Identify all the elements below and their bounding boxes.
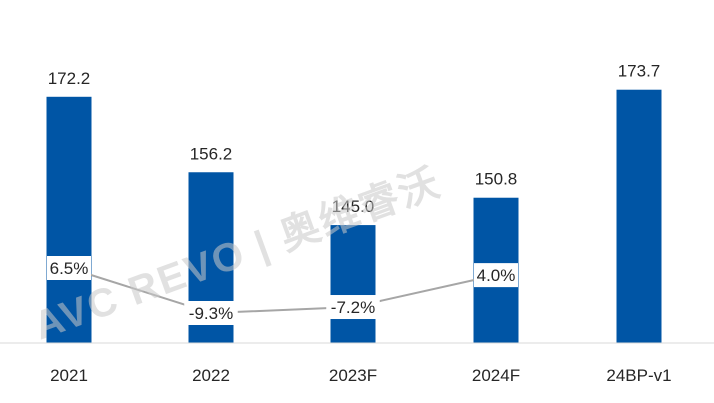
growth-label-2024F: 4.0%: [477, 266, 516, 285]
value-labels-layer: 172.2 156.2 145.0 150.8 173.7: [48, 62, 661, 216]
growth-label-bg-2022: [184, 301, 238, 325]
x-tick-24BP-v1: 24BP-v1: [606, 366, 671, 385]
bar-2023F: [330, 225, 376, 343]
x-tick-2024F: 2024F: [472, 366, 520, 385]
x-tick-2021: 2021: [50, 366, 88, 385]
value-label-2024F: 150.8: [475, 170, 518, 189]
growth-label-bg-2023F: [326, 295, 380, 320]
x-tick-labels: 2021 2022 2023F 2024F 24BP-v1: [50, 366, 672, 385]
bars-layer: [46, 89, 662, 343]
value-label-24BP-v1: 173.7: [618, 62, 661, 81]
growth-label-2021: 6.5%: [50, 259, 89, 278]
bar-24BP-v1: [616, 89, 662, 343]
value-label-2022: 156.2: [190, 144, 233, 163]
bar-2021: [46, 96, 92, 343]
growth-label-2023F: -7.2%: [331, 298, 375, 317]
growth-label-bg-2024F: [474, 263, 518, 288]
x-tick-2023F: 2023F: [329, 366, 377, 385]
growth-label-bg-2021: [47, 256, 91, 280]
value-label-2021: 172.2: [48, 69, 91, 88]
growth-line-layer: 6.5% -9.3% -7.2% 4.0%: [47, 256, 518, 325]
growth-line: [68, 267, 497, 315]
value-label-2023F: 145.0: [332, 197, 375, 216]
growth-label-2022: -9.3%: [189, 304, 233, 323]
x-tick-2022: 2022: [192, 366, 230, 385]
